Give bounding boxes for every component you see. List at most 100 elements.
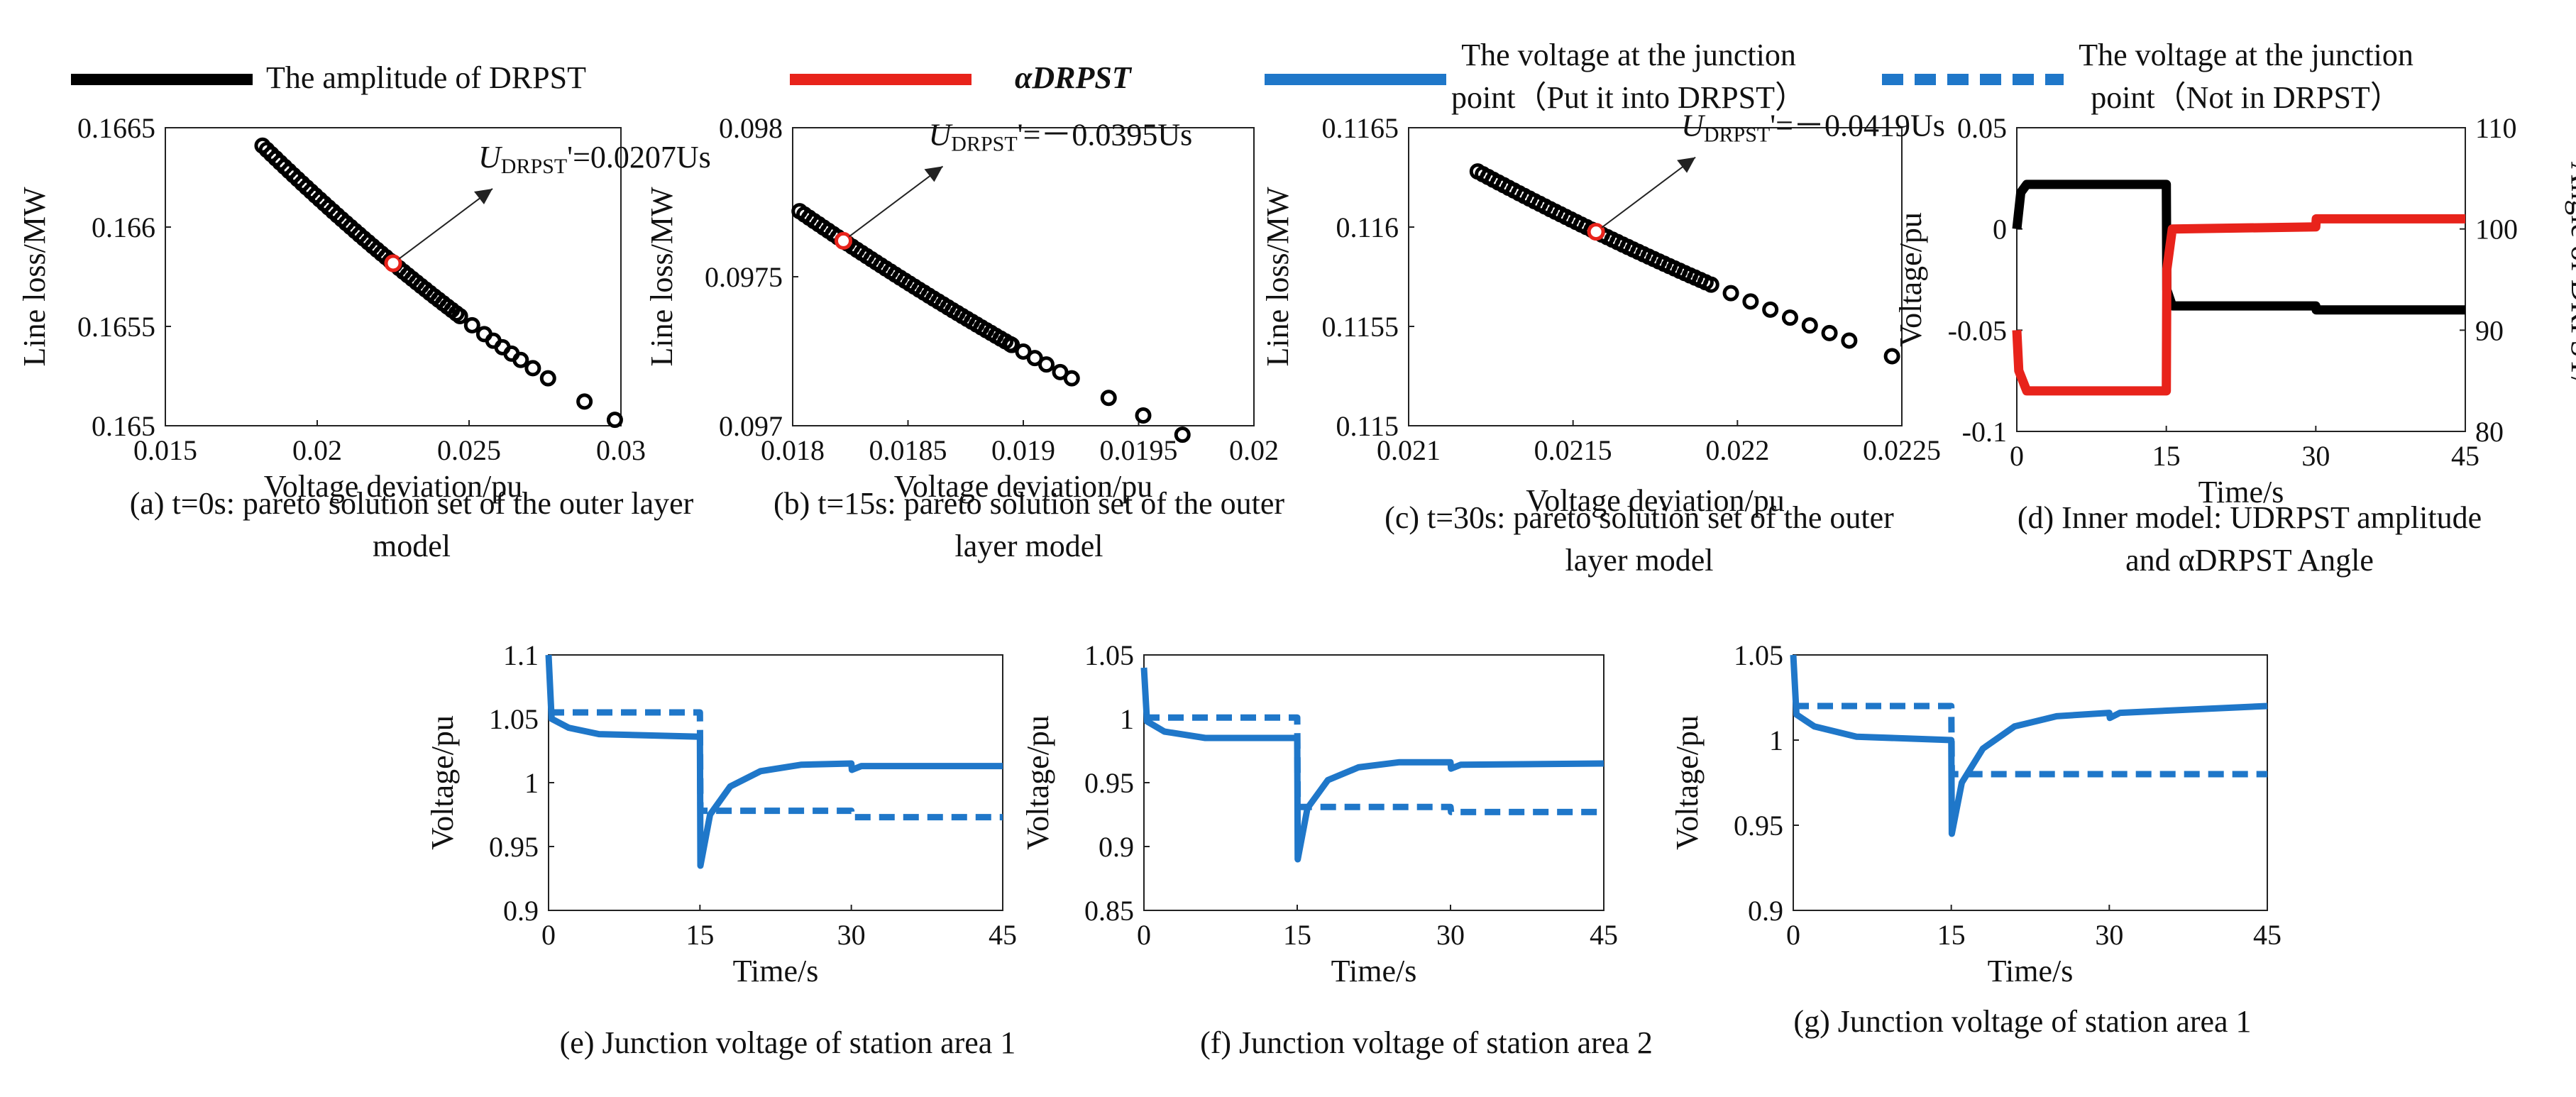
y-axis-title-b: Line loss/MW [644, 187, 679, 366]
y-axis-title-g: Voltage/pu [1670, 715, 1705, 850]
series-line-e-0 [545, 654, 1003, 869]
plot-frame-g [1793, 654, 2268, 911]
x-tick-label-a: 0.025 [437, 434, 501, 466]
pareto-point-b [1015, 343, 1032, 360]
y-tick-label-f: 0.9 [1099, 831, 1134, 863]
legend-label-alpha: αDRPST [1015, 60, 1131, 95]
y-tick-label-g: 1.05 [1734, 639, 1783, 671]
pareto-point-c [1762, 301, 1779, 318]
pareto-point-a [576, 393, 593, 410]
legend-swatch-voltage-without [1882, 74, 2064, 85]
y-axis-title-d: Voltage/pu [1893, 212, 1928, 347]
plot-frame-f [1143, 654, 1605, 911]
y-tick-label-c: 0.1155 [1321, 311, 1399, 343]
plot-frame-d [2016, 127, 2466, 432]
y-tick-label-d: 0 [1993, 214, 2007, 246]
y-axis-title-c: Line loss/MW [1260, 187, 1295, 366]
pareto-point-b [1063, 370, 1080, 387]
y-tick-label-c: 0.1165 [1321, 112, 1399, 144]
x-axis-title-f: Time/s [1331, 954, 1417, 988]
pareto-point-c [1781, 309, 1798, 326]
legend-swatch-amplitude [71, 74, 253, 85]
y-tick-label-e: 1 [524, 767, 539, 799]
series-line-f-0 [1140, 667, 1605, 863]
pareto-point-a [539, 370, 556, 387]
series-line-g-1 [1793, 702, 2267, 778]
caption-e: (e) Junction voltage of station area 1 [559, 1025, 1016, 1060]
pareto-point-c [1722, 285, 1739, 302]
pareto-point-a [512, 351, 529, 368]
x-tick-label-f: 0 [1137, 919, 1151, 951]
y-tick-label-g: 0.95 [1734, 810, 1783, 842]
plot-frame-b [792, 127, 1255, 426]
pareto-point-b [1100, 390, 1117, 407]
y-tick-label-g: 1 [1769, 724, 1783, 756]
annotation-arrow-c [1601, 156, 1696, 228]
y-tick-label-f: 0.85 [1084, 895, 1134, 927]
y-right-axis-title-d: Angle of DRPST/° [2565, 162, 2576, 398]
x-axis-title-a: Voltage deviation/pu [264, 469, 523, 504]
plot-frame-e [548, 654, 1003, 911]
y-tick-label-g: 0.9 [1748, 895, 1783, 927]
y-tick-label-e: 0.95 [489, 831, 539, 863]
x-tick-label-e: 30 [837, 919, 866, 951]
plot-frame-c [1408, 127, 1903, 426]
x-tick-label-g: 15 [1937, 919, 1966, 951]
x-tick-label-e: 0 [541, 919, 556, 951]
x-tick-label-d: 30 [2301, 440, 2330, 472]
pareto-point-a [524, 360, 541, 377]
annotation-arrowhead-c [1677, 157, 1696, 173]
x-tick-label-b: 0.018 [761, 434, 825, 466]
pareto-point-c [1821, 324, 1838, 341]
caption-a: (a) t=0s: pareto solution set of the out… [129, 486, 694, 563]
caption-f: (f) Junction voltage of station area 2 [1200, 1025, 1653, 1060]
x-tick-label-a: 0.02 [292, 434, 342, 466]
pareto-point-a [606, 412, 623, 429]
legend-label-voltage-without: The voltage at the junction point（Not in… [2079, 38, 2413, 115]
pareto-point-c [1742, 293, 1759, 310]
x-tick-label-f: 30 [1436, 919, 1465, 951]
y-tick-label-e: 1.1 [503, 639, 539, 671]
y-tick-label-d: -0.05 [1948, 314, 2007, 346]
y-tick-label-a: 0.165 [92, 410, 155, 442]
y-tick-label-d: -0.1 [1962, 416, 2007, 448]
x-tick-label-b: 0.0185 [869, 434, 947, 466]
selected-solution-b [835, 231, 852, 250]
x-tick-label-c: 0.022 [1705, 434, 1769, 466]
annotation-arrow-b [848, 165, 944, 238]
plot-frame-a [165, 127, 622, 426]
x-tick-label-c: 0.0215 [1534, 434, 1612, 466]
x-tick-label-b: 0.02 [1229, 434, 1279, 466]
y-tick-label-c: 0.115 [1336, 410, 1399, 442]
y-right-tick-label-d: 90 [2475, 314, 2504, 346]
x-tick-label-a: 0.015 [133, 434, 197, 466]
legend-swatch-voltage-with [1265, 74, 1446, 85]
pareto-point-a [451, 308, 468, 325]
x-tick-label-g: 30 [2095, 919, 2123, 951]
x-tick-label-a: 0.03 [596, 434, 646, 466]
y-tick-label-b: 0.097 [719, 410, 783, 442]
annotation-text-c: UDRPST'=－0.0419Us [1681, 109, 1945, 147]
pareto-point-c [1702, 276, 1719, 293]
x-axis-title-g: Time/s [1988, 954, 2074, 988]
x-tick-label-d: 15 [2152, 440, 2181, 472]
y-tick-label-a: 0.1665 [77, 112, 155, 144]
pareto-point-b [1003, 336, 1020, 353]
pareto-point-c [1841, 332, 1858, 349]
annotation-text-b: UDRPST'=－0.0395Us [929, 117, 1193, 155]
x-tick-label-f: 45 [1590, 919, 1618, 951]
x-axis-title-b: Voltage deviation/pu [894, 469, 1153, 504]
pareto-point-b [1135, 407, 1152, 424]
selected-solution-c [1587, 223, 1605, 241]
y-right-tick-label-d: 110 [2475, 112, 2517, 144]
pareto-point-b [1174, 426, 1191, 443]
caption-d: (d) Inner model: UDRPST amplitude and αD… [2017, 500, 2482, 578]
x-tick-label-g: 0 [1786, 919, 1800, 951]
annotation-arrow-a [398, 188, 493, 260]
y-right-tick-label-d: 100 [2475, 214, 2518, 246]
x-tick-label-g: 45 [2253, 919, 2281, 951]
legend-swatch-alpha [790, 74, 971, 85]
y-axis-title-f: Voltage/pu [1020, 715, 1055, 850]
